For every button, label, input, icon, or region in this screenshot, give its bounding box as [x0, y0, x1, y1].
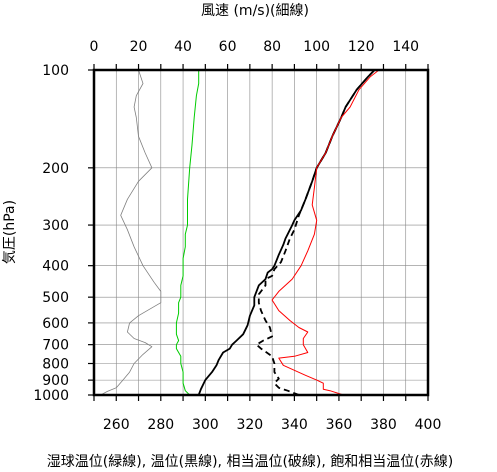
bottom-tick-label: 320: [236, 417, 263, 433]
ticks-layer: 260 280 300 320 340 360 380 400 0 20 40 60 80 100 120 1…: [33, 39, 441, 433]
labels-layer: 風速 (m/s)(細線) 湿球温位(緑線), 温位(黒線), 相当温位(破線),…: [2, 3, 453, 470]
bottom-tick-label: 300: [192, 417, 219, 433]
top-tick-label: 20: [130, 39, 148, 55]
top-tick-label: 120: [348, 39, 375, 55]
bottom-tick-label: 400: [415, 417, 442, 433]
top-tick-label: 40: [174, 39, 192, 55]
left-tick-label: 100: [42, 63, 69, 79]
plot-frame: [92, 68, 430, 397]
series-line-1: [100, 69, 162, 396]
left-tick-label: 700: [42, 338, 69, 354]
bottom-tick-label: 280: [147, 417, 174, 433]
bottom-tick-label: 360: [326, 417, 353, 433]
top-tick-label: 60: [219, 39, 237, 55]
bottom-tick-label: 340: [281, 417, 308, 433]
left-tick-label: 400: [42, 259, 69, 275]
series-layer: [100, 69, 380, 396]
left-tick-label: 500: [42, 290, 69, 306]
top-tick-label: 0: [90, 39, 99, 55]
bottom-tick-label: 380: [370, 417, 397, 433]
y-axis-label: 気圧(hPa): [2, 200, 18, 264]
series-line-2: [175, 70, 200, 396]
left-tick-label: 300: [42, 218, 69, 234]
left-tick-label: 800: [42, 357, 69, 373]
series-line-5: [271, 69, 380, 396]
left-tick-label: 600: [42, 316, 69, 332]
top-tick-label: 140: [392, 39, 419, 55]
left-tick-label: 200: [42, 161, 69, 177]
left-tick-label: 1000: [33, 388, 69, 404]
x-axis-label: 湿球温位(緑線), 温位(黒線), 相当温位(破線), 飽和相当温位(赤線): [47, 453, 453, 470]
chart-title: 風速 (m/s)(細線): [201, 3, 309, 19]
top-tick-label: 80: [263, 39, 281, 55]
top-tick-label: 100: [303, 39, 330, 55]
left-tick-label: 900: [42, 373, 69, 389]
bottom-tick-label: 260: [103, 417, 130, 433]
